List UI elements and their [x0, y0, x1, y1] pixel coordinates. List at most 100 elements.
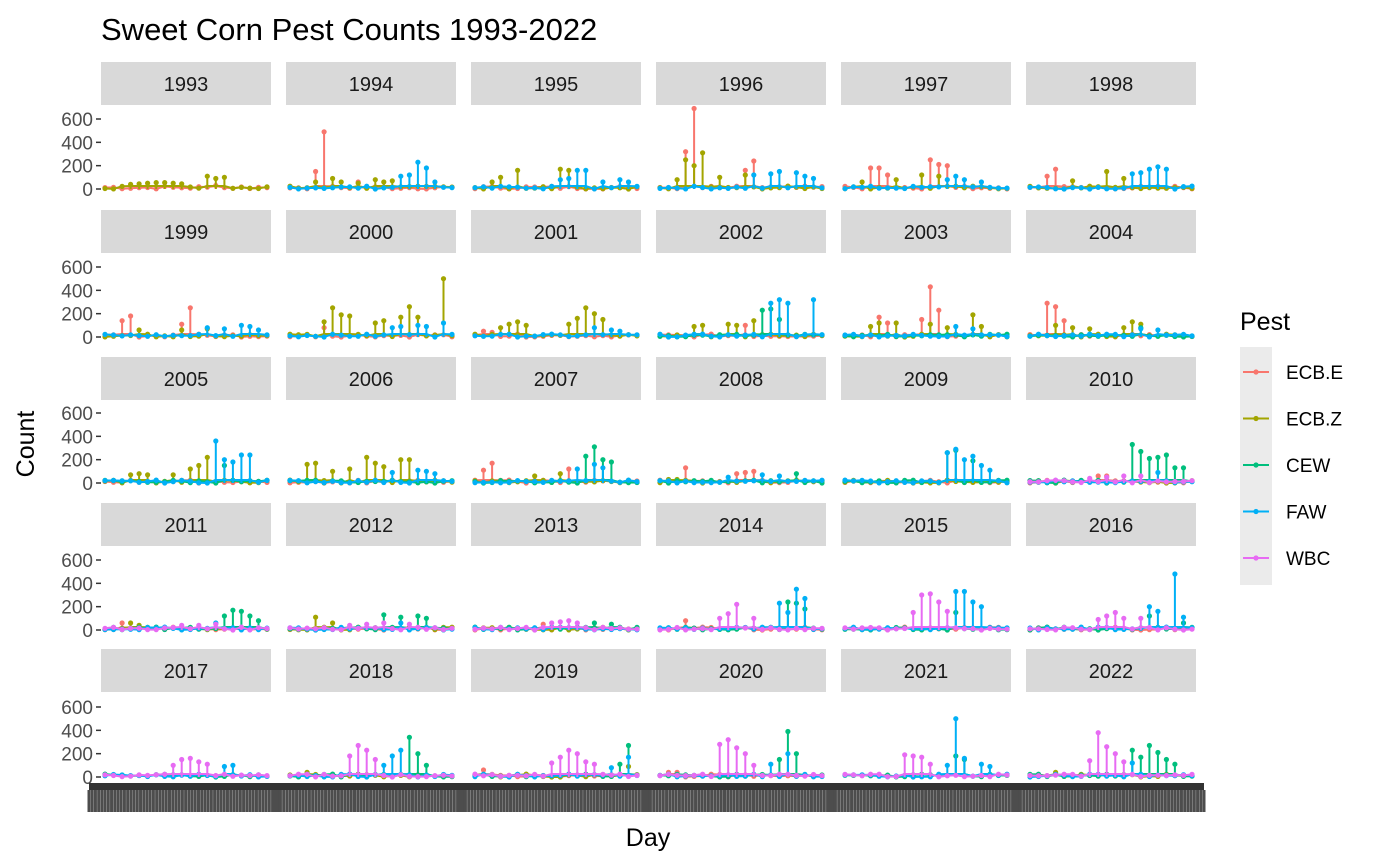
facet-panel — [841, 253, 1011, 345]
data-point — [472, 626, 478, 632]
data-point — [953, 716, 959, 722]
data-point — [802, 595, 808, 602]
facet-strip-label: 1998 — [1089, 74, 1134, 96]
y-tick-label: 600 — [61, 258, 93, 279]
facet-strip-label: 2010 — [1089, 369, 1134, 391]
facet-2010: 2010 — [1026, 357, 1196, 491]
legend-entry-ecb-z: ECB.Z — [1243, 410, 1342, 431]
data-point — [1155, 454, 1161, 460]
legend-title: Pest — [1240, 308, 1290, 336]
data-point — [480, 479, 487, 485]
data-point — [1053, 627, 1059, 633]
data-point — [742, 332, 748, 338]
facet-1994: 1994 — [286, 62, 456, 197]
data-point — [717, 479, 723, 485]
data-point — [313, 774, 319, 780]
data-point — [634, 332, 640, 338]
data-point — [347, 333, 353, 339]
data-point — [187, 305, 193, 311]
data-point — [885, 172, 891, 178]
data-point — [617, 177, 623, 183]
data-point — [1129, 771, 1135, 778]
data-point — [204, 454, 210, 460]
data-point — [1155, 749, 1161, 756]
facet-2002: 2002 — [656, 210, 826, 345]
data-point — [850, 331, 857, 337]
facet-strip — [656, 210, 826, 253]
data-point — [978, 323, 985, 330]
data-point — [1189, 478, 1195, 484]
data-point — [700, 626, 706, 632]
data-point — [583, 478, 589, 484]
data-point — [742, 478, 748, 484]
data-point — [978, 179, 985, 185]
facet-strip-label: 2016 — [1089, 515, 1134, 537]
data-point — [1087, 758, 1093, 764]
data-point — [625, 754, 632, 760]
data-point — [700, 479, 706, 485]
y-tick-label: 600 — [61, 110, 93, 131]
data-point — [1035, 479, 1042, 485]
facet-strip — [1026, 357, 1196, 400]
facet-panel — [1026, 546, 1196, 638]
data-point — [1155, 478, 1161, 484]
x-tick-labels-overplotted — [1014, 783, 1204, 790]
data-point — [936, 333, 942, 340]
data-point — [321, 334, 327, 340]
series-wbc — [842, 752, 1010, 780]
y-tick-label: 0 — [82, 474, 93, 495]
data-point — [936, 599, 942, 605]
series-faw — [287, 467, 455, 486]
data-point — [415, 322, 421, 328]
data-point — [330, 305, 336, 311]
data-point — [591, 186, 598, 192]
data-point — [480, 333, 487, 339]
facet-panel — [841, 692, 1011, 785]
facet-panel — [1026, 400, 1196, 491]
data-point — [449, 185, 455, 191]
data-point — [1163, 756, 1169, 763]
data-point — [893, 320, 899, 326]
data-point — [449, 331, 455, 337]
data-point — [1146, 624, 1152, 631]
data-point — [665, 771, 672, 777]
data-point — [515, 772, 521, 778]
data-point — [842, 477, 848, 483]
data-point — [591, 627, 598, 633]
facet-panel — [286, 400, 456, 491]
data-point — [608, 765, 615, 771]
series-faw — [472, 461, 640, 486]
data-point — [381, 185, 387, 191]
facet-strip-label: 2003 — [904, 222, 949, 244]
data-point — [868, 183, 874, 189]
data-point — [1121, 325, 1127, 331]
data-point — [128, 313, 134, 319]
data-point — [398, 173, 404, 179]
data-point — [987, 332, 993, 338]
x-tick-labels-overplotted — [459, 783, 649, 790]
data-point — [617, 625, 623, 631]
data-point — [691, 183, 697, 189]
data-point — [936, 161, 942, 168]
data-point — [978, 462, 985, 469]
data-point — [657, 627, 663, 633]
data-point — [480, 467, 487, 473]
data-point — [170, 479, 176, 485]
data-point — [987, 774, 993, 780]
data-point — [919, 172, 925, 178]
facet-2008: 2008 — [656, 357, 826, 491]
data-point — [1180, 478, 1187, 484]
facet-strip-label: 2000 — [349, 222, 394, 244]
data-point — [321, 129, 327, 135]
data-point — [102, 625, 108, 631]
data-point — [287, 773, 293, 779]
data-point — [810, 625, 817, 631]
data-point — [970, 599, 976, 605]
data-point — [170, 624, 176, 631]
data-point — [540, 186, 546, 192]
data-point — [1112, 479, 1118, 485]
data-point — [540, 624, 546, 630]
data-point — [683, 627, 689, 633]
facet-panel — [471, 400, 641, 491]
data-point — [987, 184, 993, 190]
